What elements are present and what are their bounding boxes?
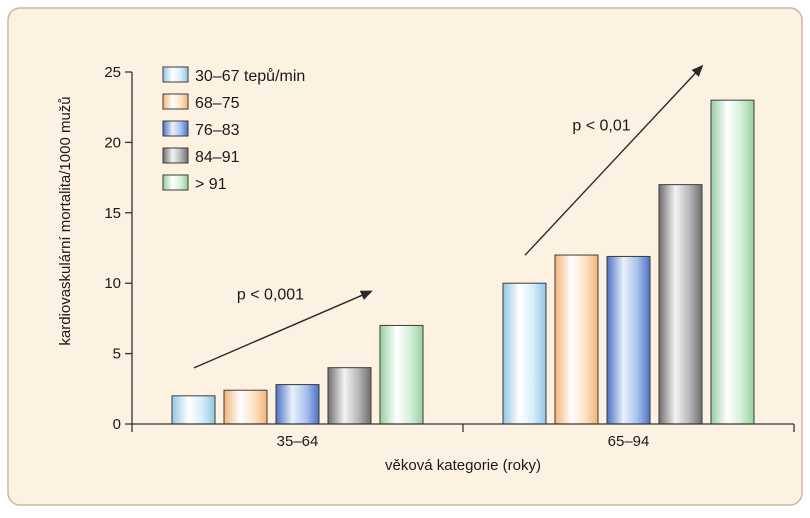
legend-swatch [162, 66, 189, 83]
legend-label: 76–83 [195, 122, 240, 139]
legend: 30–67 tepů/min 68–75 76–83 84–91 > 91 [162, 66, 305, 193]
bar [658, 184, 703, 425]
legend-label: 68–75 [195, 95, 240, 112]
bar [275, 384, 320, 425]
chart-background [7, 7, 803, 506]
bar [606, 255, 651, 425]
x-tick-label: 35–64 [277, 433, 319, 450]
annotations: p < 0,001 p < 0,01 [193, 64, 704, 369]
y-tick-label: 20 [104, 134, 121, 151]
trend-arrow [193, 290, 373, 369]
y-axis-title: kardiovaskulární mortalita/1000 mužů [57, 96, 74, 345]
p-value-label: p < 0,001 [237, 287, 304, 304]
x-axis-title: věková kategorie (roky) [385, 457, 541, 474]
y-ticks: 0 5 10 15 20 25 [104, 64, 132, 433]
y-tick-label: 25 [104, 64, 121, 81]
y-tick-label: 15 [104, 205, 121, 222]
bar [171, 395, 216, 425]
x-tick-label: 65–94 [608, 433, 650, 450]
p-value-label: p < 0,01 [572, 118, 630, 135]
legend-swatch [162, 93, 189, 110]
bar [327, 367, 372, 425]
bars [171, 99, 755, 425]
y-tick-label: 10 [104, 275, 121, 292]
legend-swatch [162, 120, 189, 137]
legend-label: > 91 [195, 176, 227, 193]
bar [554, 254, 599, 425]
y-tick-label: 5 [113, 346, 121, 363]
trend-arrow [524, 64, 704, 256]
x-ticks: 35–64 65–94 [131, 424, 795, 450]
legend-label: 30–67 tepů/min [195, 67, 305, 85]
legend-swatch [162, 174, 189, 191]
legend-swatch [162, 147, 189, 164]
bar [502, 282, 547, 425]
y-tick-label: 0 [113, 416, 121, 433]
bar [710, 99, 755, 425]
legend-label: 84–91 [195, 149, 240, 166]
bar [379, 324, 424, 425]
bar [223, 389, 268, 425]
